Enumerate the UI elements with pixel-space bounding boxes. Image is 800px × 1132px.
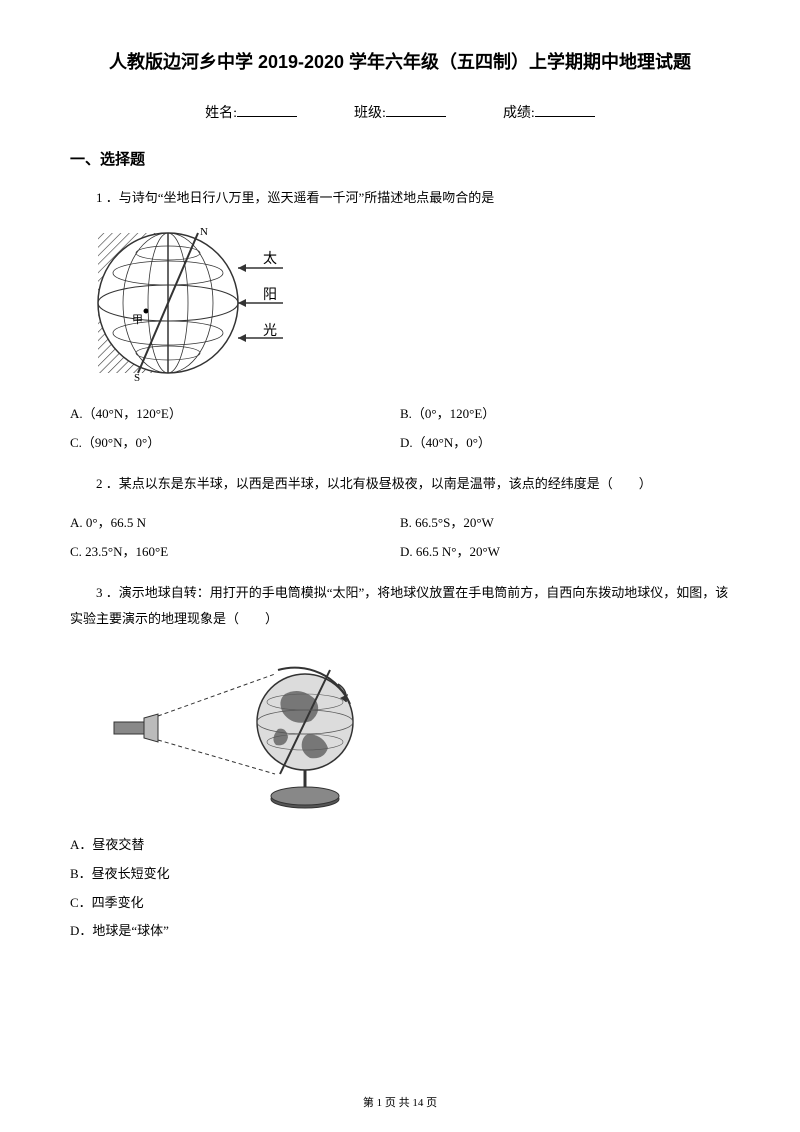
label-yang: 阳 — [263, 287, 277, 303]
section-choice-title: 一、选择题 — [70, 148, 730, 169]
name-blank — [237, 103, 297, 117]
name-label: 姓名: — [205, 106, 237, 121]
question-1-text: 1 ．与诗句“坐地日行八万里，巡天遥看一千河”所描述地点最吻合的是 — [70, 185, 730, 211]
question-3-text: 3 ．演示地球自转：用打开的手电筒模拟“太阳”，将地球仪放置在手电筒前方，自西向… — [70, 580, 730, 632]
q2-opt-a: A. 0°，66.5 N — [70, 509, 400, 538]
page-footer: 第 1 页 共 14 页 — [0, 1094, 800, 1110]
label-sun: 太 — [263, 251, 277, 267]
score-blank — [535, 103, 595, 117]
q1-opt-d: D.（40°N，0°） — [400, 429, 730, 458]
student-info-line: 姓名: 班级: 成绩: — [70, 102, 730, 122]
question-1-options: A.（40°N，120°E） B.（0°，120°E） C.（90°N，0°） … — [70, 400, 730, 457]
class-label: 班级: — [354, 106, 386, 121]
q3-opt-a: A．昼夜交替 — [70, 831, 730, 860]
label-n: N — [200, 226, 208, 238]
page-title: 人教版边河乡中学 2019-2020 学年六年级（五四制）上学期期中地理试题 — [70, 48, 730, 74]
question-2-text: 2 ．某点以东是东半球，以西是西半球，以北有极昼极夜，以南是温带，该点的经纬度是… — [70, 471, 730, 497]
question-2-options: A. 0°，66.5 N B. 66.5°S，20°W C. 23.5°N，16… — [70, 509, 730, 566]
svg-text:甲: 甲 — [132, 314, 143, 326]
q1-opt-b: B.（0°，120°E） — [400, 400, 730, 429]
q2-opt-d: D. 66.5 N°，20°W — [400, 538, 730, 567]
label-guang: 光 — [263, 323, 277, 339]
q1-opt-c: C.（90°N，0°） — [70, 429, 400, 458]
q3-opt-d: D．地球是“球体” — [70, 917, 730, 946]
question-3-options: A．昼夜交替 B．昼夜长短变化 C．四季变化 D．地球是“球体” — [70, 831, 730, 945]
question-3-figure — [110, 644, 730, 819]
q2-opt-c: C. 23.5°N，160°E — [70, 538, 400, 567]
q1-opt-a: A.（40°N，120°E） — [70, 400, 400, 429]
label-s: S — [134, 372, 140, 383]
question-1-figure: N S 太 阳 光 甲 — [88, 223, 730, 388]
q3-opt-c: C．四季变化 — [70, 889, 730, 918]
q2-opt-b: B. 66.5°S，20°W — [400, 509, 730, 538]
q3-opt-b: B．昼夜长短变化 — [70, 860, 730, 889]
class-blank — [386, 103, 446, 117]
score-label: 成绩: — [503, 106, 535, 121]
